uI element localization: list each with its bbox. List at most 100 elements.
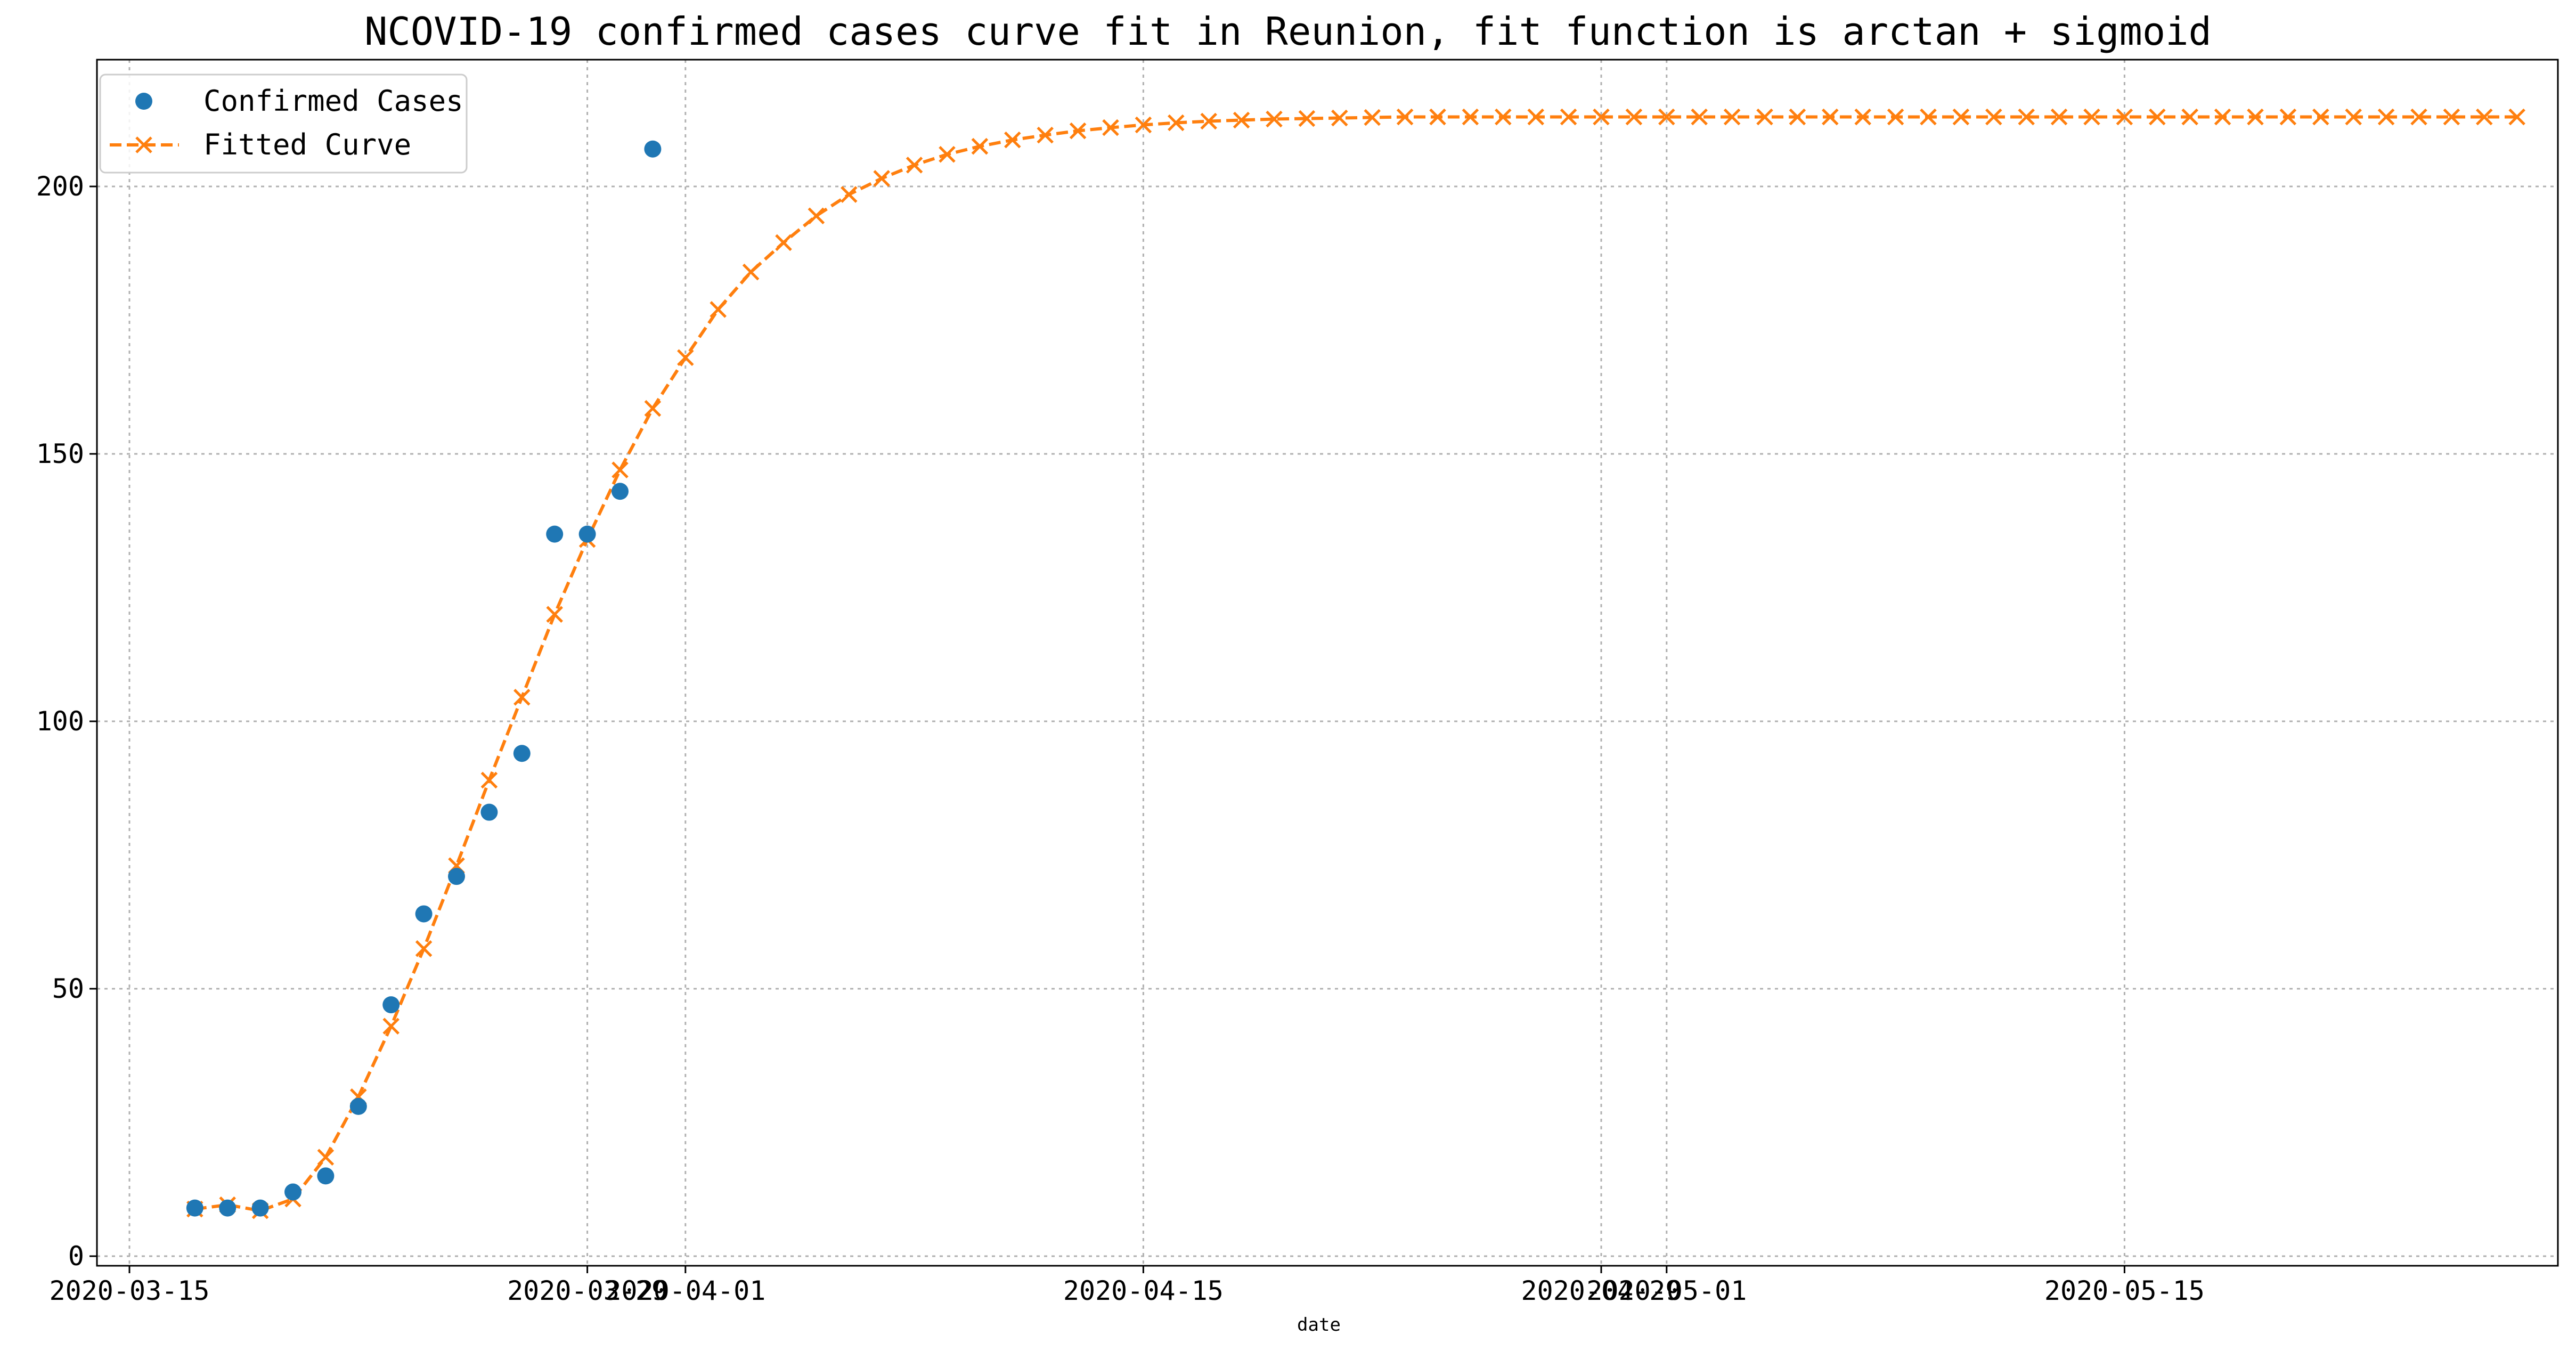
- fitted-curve-marker: [2181, 108, 2198, 126]
- confirmed-case-point: [349, 1097, 367, 1115]
- fitted-curve-marker: [1625, 108, 1643, 126]
- fitted-curve-marker: [1822, 108, 1839, 126]
- x-tick-label: 2020-04-29: [1521, 1275, 1681, 1306]
- fitted-curve-marker: [382, 1018, 400, 1035]
- fitted-curve-marker: [644, 400, 662, 417]
- fitted-curve-marker: [1298, 110, 1316, 127]
- fitted-curve-marker: [2279, 108, 2297, 126]
- fitted-curve-marker: [1364, 109, 1381, 126]
- fitted-curve-marker: [1069, 122, 1087, 140]
- fitted-curve-marker: [513, 689, 531, 706]
- fitted-curve-marker: [1266, 110, 1283, 128]
- fitted-curve-marker: [1756, 108, 1773, 126]
- legend-box: [99, 74, 468, 174]
- fitted-curve-marker: [2410, 108, 2427, 126]
- fitted-curve-marker: [317, 1149, 335, 1166]
- fitted-curve-marker: [480, 771, 498, 789]
- x-axis-label: date: [1297, 1314, 1341, 1336]
- fitted-curve-marker: [2312, 108, 2329, 126]
- plot-area: [186, 108, 2525, 1219]
- x-tick-label: 2020-05-01: [1586, 1275, 1747, 1306]
- fitted-curve-line: [194, 115, 2517, 1212]
- fitted-curve-marker: [1135, 116, 1152, 134]
- y-tick-label: 50: [52, 973, 84, 1004]
- fitted-curve-marker: [2149, 108, 2166, 126]
- y-tick-label: 150: [36, 438, 84, 469]
- confirmed-case-point: [578, 525, 596, 543]
- confirmed-case-point: [219, 1199, 237, 1217]
- confirmed-case-point: [382, 996, 400, 1014]
- fitted-curve-marker: [1723, 108, 1741, 126]
- fitted-curve-marker: [939, 145, 956, 163]
- fitted-curve-marker: [546, 606, 563, 623]
- fitted-curve-marker: [2083, 108, 2100, 126]
- x-tick-label: 2020-03-29: [507, 1275, 667, 1306]
- fitted-curve-marker: [1691, 108, 1708, 126]
- fitted-curve-marker: [2214, 108, 2231, 126]
- fitted-curve-marker: [710, 301, 727, 318]
- fitted-curve-marker: [1004, 131, 1021, 149]
- fitted-curve-marker: [1658, 108, 1675, 126]
- fitted-curve-marker: [1593, 108, 1610, 126]
- fitted-curve-marker: [1495, 108, 1512, 126]
- axes-frame: [96, 59, 2559, 1267]
- fitted-curve-marker: [612, 461, 629, 478]
- confirmed-case-point: [186, 1199, 203, 1217]
- y-tick-label: 0: [68, 1241, 84, 1272]
- fitted-curve-marker: [1854, 108, 1871, 126]
- fitted-curve-marker: [1920, 108, 1937, 126]
- fitted-curve-marker: [1168, 114, 1185, 132]
- fitted-curve-marker: [1887, 108, 1904, 126]
- fitted-curve-marker: [2476, 108, 2493, 126]
- fitted-curve-marker: [1331, 109, 1348, 127]
- fitted-curve-marker: [1789, 108, 1806, 126]
- fitted-curve-marker: [677, 349, 694, 367]
- fitted-curve-marker: [1952, 108, 1970, 126]
- x-tick-label: 2020-04-15: [1063, 1275, 1224, 1306]
- confirmed-case-point: [448, 868, 465, 885]
- fitted-curve-marker: [1985, 108, 2002, 126]
- fitted-curve-marker: [1233, 111, 1250, 129]
- confirmed-case-point: [415, 905, 433, 923]
- fitted-curve-marker: [1429, 108, 1446, 126]
- fitted-curve-marker: [1037, 126, 1054, 144]
- fitted-curve-marker: [1527, 108, 1544, 126]
- fitted-curve-marker: [808, 207, 825, 224]
- fitted-curve-marker: [742, 263, 760, 281]
- grid: [97, 60, 2558, 1266]
- fitted-curve-marker: [971, 137, 989, 155]
- confirmed-case-point: [612, 483, 629, 500]
- x-tick-label: 2020-04-01: [605, 1275, 765, 1306]
- chart-title: NCOVID-19 confirmed cases curve fit in R…: [364, 9, 2212, 54]
- fitted-curve-marker: [1560, 108, 1577, 126]
- fitted-curve-marker: [2116, 108, 2133, 126]
- confirmed-case-point: [644, 140, 662, 158]
- x-tick-label: 2020-05-15: [2044, 1275, 2205, 1306]
- confirmed-case-point: [546, 525, 564, 543]
- legend: Confirmed Cases Fitted Curve: [99, 74, 468, 174]
- fitted-curve-marker: [1200, 112, 1217, 130]
- fitted-curve-marker: [2443, 108, 2460, 126]
- fitted-curve-marker: [1396, 108, 1414, 126]
- legend-label-confirmed: Confirmed Cases: [203, 84, 463, 118]
- confirmed-case-point: [251, 1199, 269, 1217]
- fitted-curve-marker: [775, 234, 792, 251]
- confirmed-case-point: [513, 745, 531, 762]
- fitted-curve-marker: [873, 170, 890, 187]
- fitted-curve-marker: [1102, 119, 1119, 136]
- fitted-curve-marker: [906, 157, 923, 174]
- confirmed-case-point: [480, 803, 498, 821]
- confirmed-case-point: [317, 1167, 335, 1185]
- fitted-curve-marker: [2050, 108, 2068, 126]
- legend-marker-fitted: [135, 136, 152, 153]
- fitted-curve-marker: [2247, 108, 2264, 126]
- legend-marker-confirmed: [135, 93, 152, 110]
- x-tick-label: 2020-03-15: [49, 1275, 209, 1306]
- fitted-curve-marker: [841, 186, 858, 203]
- fitted-curve-marker: [2377, 108, 2395, 126]
- fitted-curve-marker: [2508, 108, 2525, 126]
- y-tick-label: 100: [36, 706, 84, 737]
- y-tick-label: 200: [36, 171, 84, 202]
